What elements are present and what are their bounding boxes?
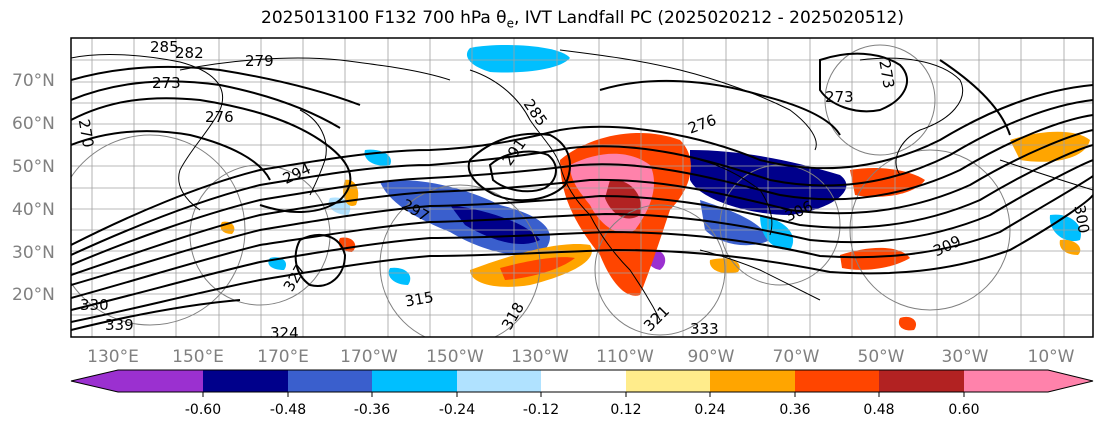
lon-label-130e: 130°E: [87, 347, 139, 367]
lon-label-150w: 150°W: [426, 347, 484, 367]
contour-label: 315: [404, 288, 435, 311]
lat-label-30n: 30°N: [12, 243, 55, 263]
colorbar-tick-label: 0.36: [779, 402, 810, 418]
colorbar-right-extension: [1048, 370, 1093, 392]
colorbar-segment: [457, 370, 541, 392]
lon-label-130w: 130°W: [511, 347, 569, 367]
colorbar-tick-label: 0.24: [694, 402, 725, 418]
colorbar-segment: [541, 370, 626, 392]
colorbar-tick-label: 0.60: [948, 402, 979, 418]
colorbar-outline: [70, 369, 1094, 393]
colorbar-segment: [203, 370, 288, 392]
lat-label-70n: 70°N: [12, 71, 55, 91]
colorbar: -0.60 -0.48 -0.36 -0.24 -0.12 0.12 0.24 …: [70, 369, 1094, 418]
colorbar-tick-label: -0.36: [354, 402, 390, 418]
contour-label: 273: [875, 59, 898, 90]
lon-label-150e: 150°E: [172, 347, 224, 367]
contour-label: 330: [80, 296, 109, 314]
lon-label-170w: 170°W: [340, 347, 398, 367]
lon-label-50w: 50°W: [858, 347, 905, 367]
colorbar-segment: [372, 370, 457, 392]
lat-label-60n: 60°N: [12, 114, 55, 134]
contour-label: 282: [175, 44, 204, 62]
lon-label-90w: 90°W: [688, 347, 735, 367]
contour-label: 339: [105, 316, 134, 334]
lon-label-70w: 70°W: [773, 347, 820, 367]
colorbar-tick-label: 0.12: [610, 402, 641, 418]
plot-title: 2025013100 F132 700 hPa θe, IVT Landfall…: [261, 8, 904, 31]
lon-label-30w: 30°W: [942, 347, 989, 367]
lon-label-170e: 170°E: [257, 347, 309, 367]
colorbar-segment: [710, 370, 795, 392]
contour-label: 324: [270, 324, 299, 342]
contour-label: 270: [75, 118, 98, 149]
map-border: [70, 37, 1094, 338]
colorbar-segment: [879, 370, 964, 392]
colorbar-segment: [288, 370, 372, 392]
lat-label-20n: 20°N: [12, 285, 55, 305]
colorbar-segment: [118, 370, 203, 392]
contour-label: 285: [150, 38, 179, 56]
longitude-labels: 130°E 150°E 170°E 170°W 150°W 130°W 110°…: [87, 347, 1075, 367]
colorbar-segment: [795, 370, 879, 392]
colorbar-segment: [626, 370, 710, 392]
theta-e-contours: [71, 52, 1093, 331]
contour-label: 273: [825, 88, 854, 106]
colorbar-segment: [964, 370, 1048, 392]
colorbar-tick-label: -0.12: [523, 402, 559, 418]
lon-label-10w: 10°W: [1028, 347, 1075, 367]
lon-label-110w: 110°W: [596, 347, 654, 367]
colorbar-left-extension: [71, 370, 118, 392]
colorbar-tick-label: 0.48: [863, 402, 894, 418]
latitude-labels: 70°N 60°N 50°N 40°N 30°N 20°N: [12, 71, 55, 305]
lat-label-50n: 50°N: [12, 157, 55, 177]
colorbar-tick-label: -0.24: [439, 402, 475, 418]
contour-label: 276: [205, 108, 234, 126]
contour-label: 300: [1070, 204, 1093, 235]
contour-label: 273: [152, 74, 181, 92]
lat-label-40n: 40°N: [12, 200, 55, 220]
contour-label: 279: [245, 52, 274, 70]
colorbar-tick-label: -0.60: [185, 402, 221, 418]
contour-label: 333: [690, 320, 719, 338]
graticule: [71, 38, 1093, 337]
colorbar-tick-label: -0.48: [270, 402, 306, 418]
